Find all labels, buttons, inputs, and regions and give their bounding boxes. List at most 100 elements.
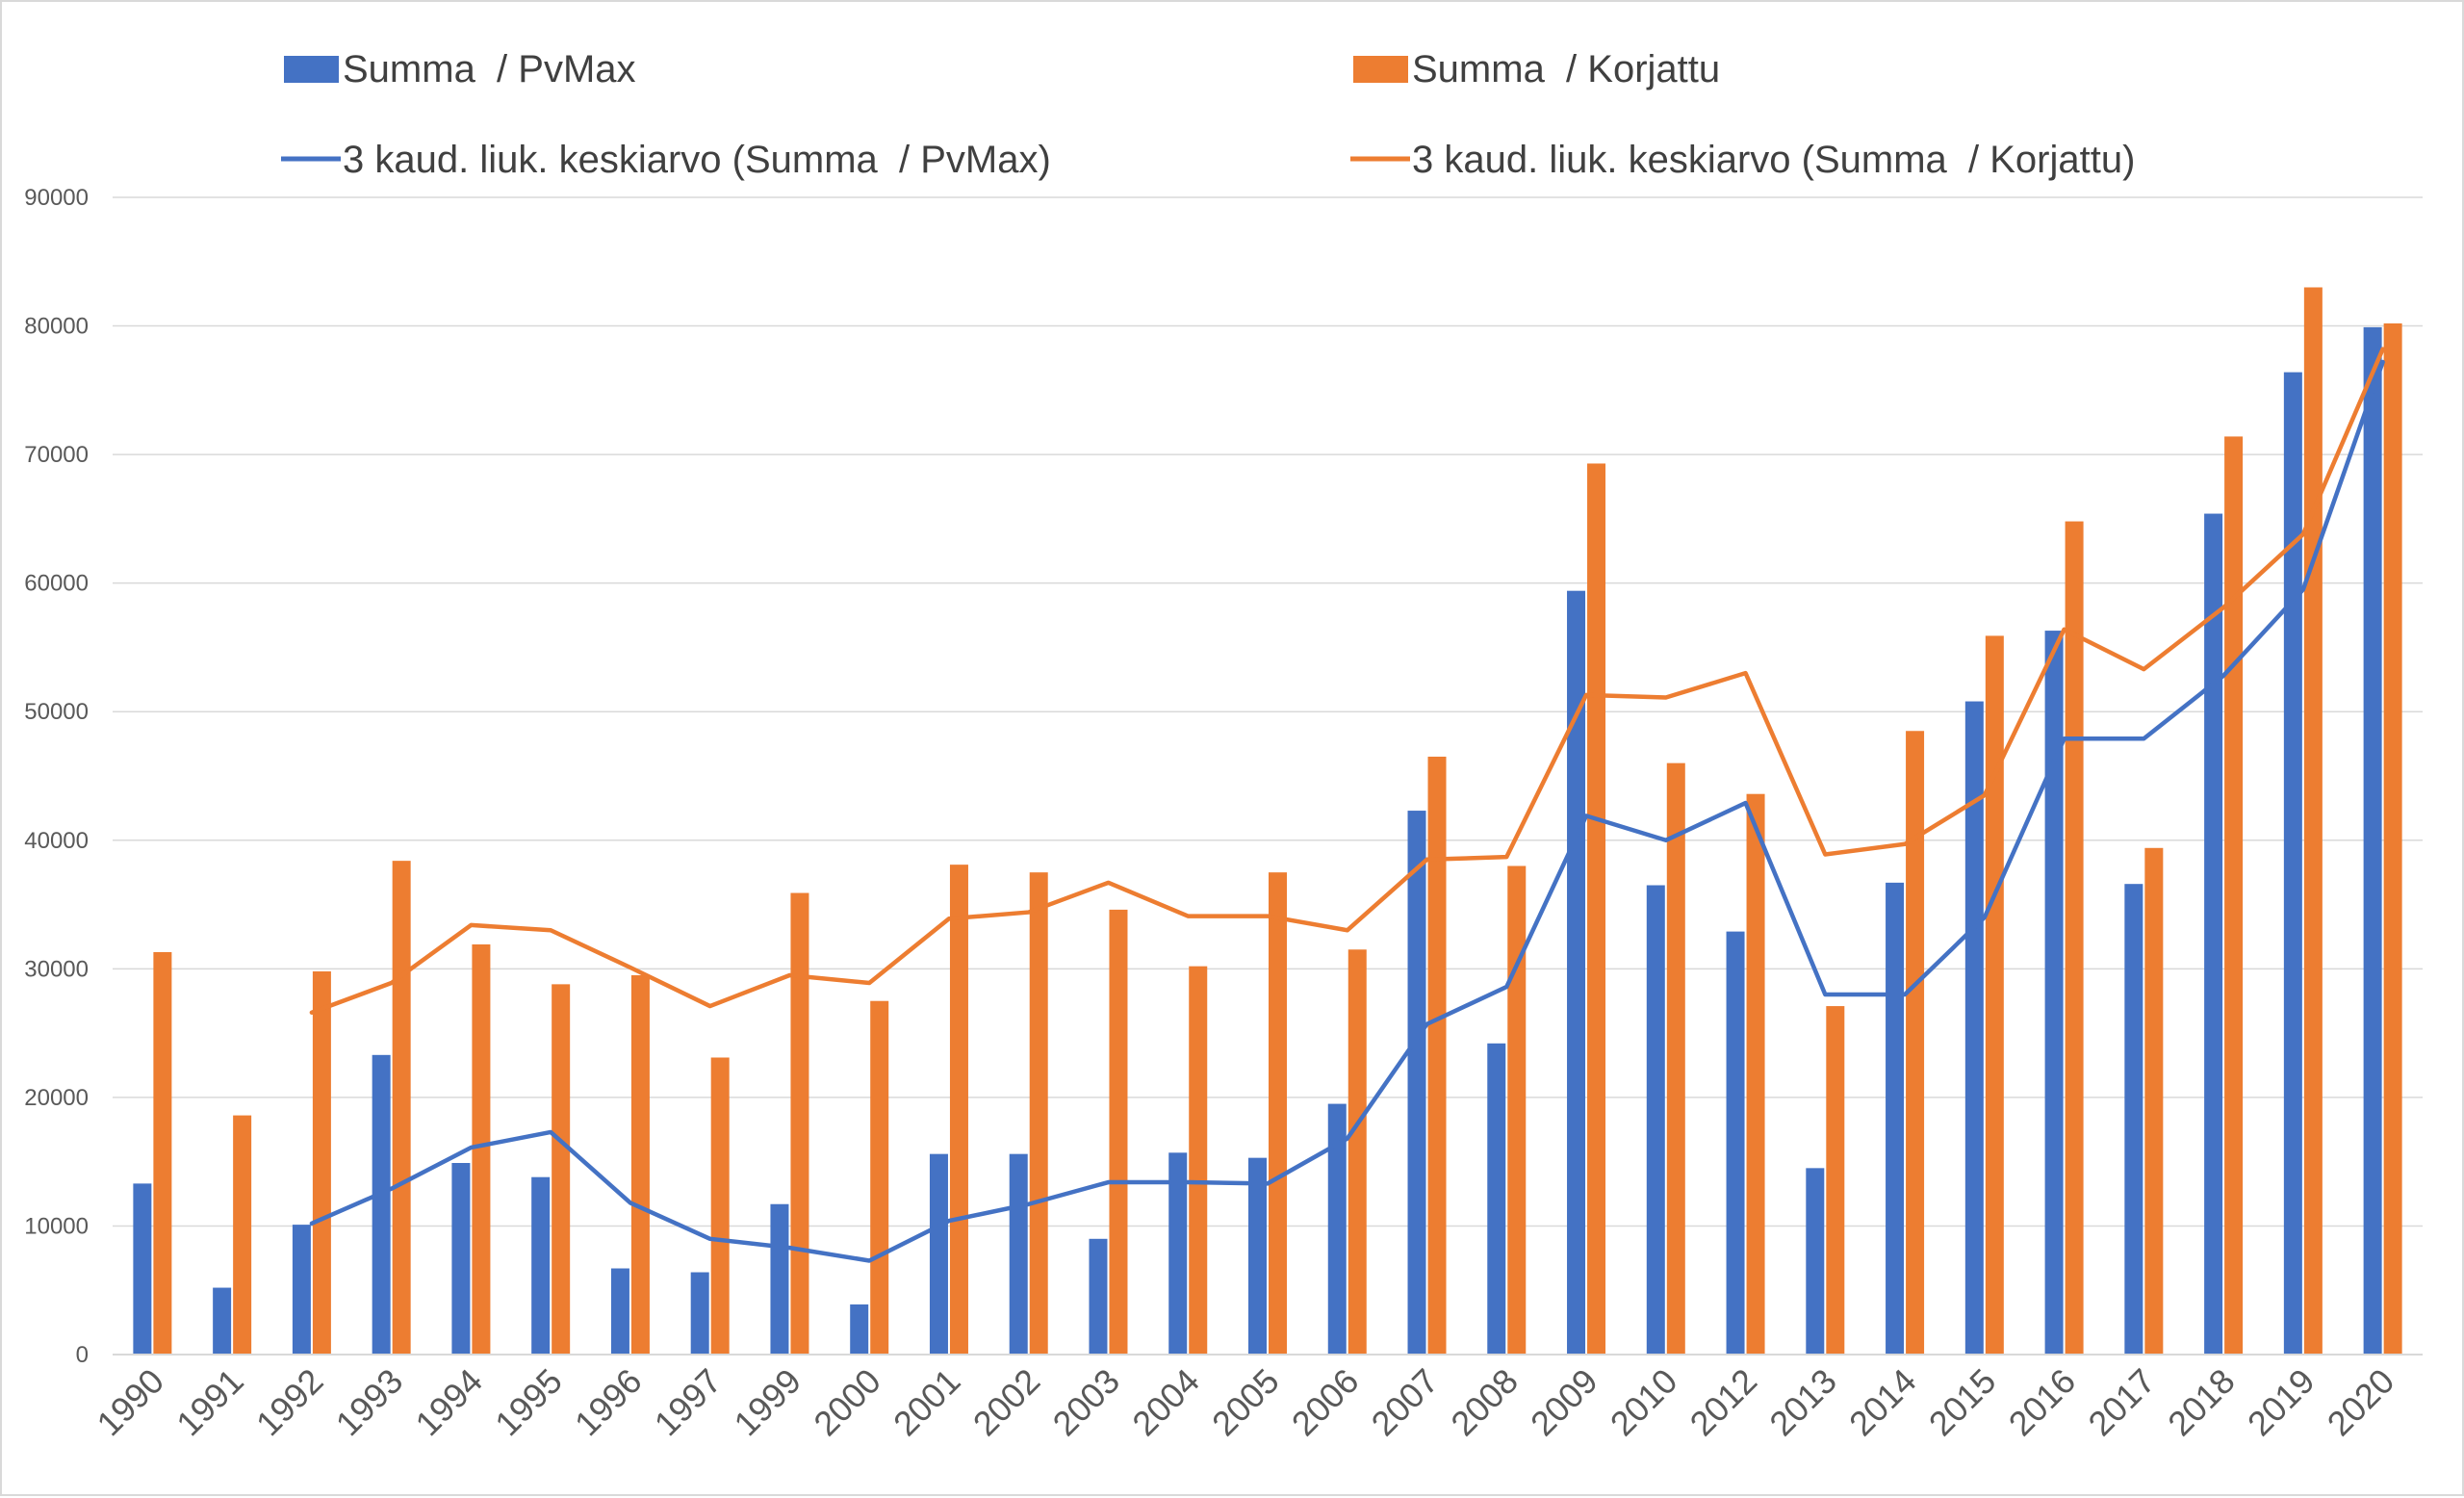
x-tick-label-2009: 2009 (1523, 1361, 1605, 1444)
legend-swatch-korjattu-bar (1353, 56, 1408, 83)
bar-summa-pvmax-2002 (1010, 1154, 1028, 1355)
legend: Summa / PvMax Summa / Korjattu 3 kaud. l… (281, 48, 2135, 181)
bar-summa-korjattu-2004 (1189, 967, 1207, 1355)
x-tick-label-2012: 2012 (1682, 1361, 1765, 1444)
bar-summa-pvmax-1999 (770, 1204, 788, 1355)
legend-swatch-pvmax-bar (284, 56, 339, 83)
bar-summa-korjattu-2010 (1667, 763, 1685, 1355)
bar-summa-pvmax-1995 (531, 1177, 550, 1355)
bar-summa-korjattu-2018 (2224, 436, 2243, 1355)
bar-summa-korjattu-1997 (711, 1057, 730, 1355)
bar-series-summa-korjattu (153, 287, 2401, 1355)
x-tick-label-1994: 1994 (407, 1361, 490, 1444)
bar-summa-pvmax-2019 (2284, 373, 2302, 1355)
bar-summa-korjattu-2000 (870, 1001, 888, 1355)
x-tick-label-1991: 1991 (168, 1361, 251, 1444)
x-tick-label-1999: 1999 (726, 1361, 808, 1444)
x-tick-label-2007: 2007 (1364, 1361, 1447, 1444)
bar-summa-pvmax-1996 (611, 1269, 629, 1355)
y-tick-label-40000: 40000 (24, 828, 89, 854)
y-tick-label-10000: 10000 (24, 1213, 89, 1239)
x-tick-label-2018: 2018 (2160, 1361, 2243, 1444)
x-tick-label-1996: 1996 (567, 1361, 650, 1444)
bar-summa-korjattu-2003 (1109, 910, 1127, 1355)
x-tick-label-1995: 1995 (487, 1361, 570, 1444)
bar-summa-pvmax-1991 (213, 1288, 231, 1355)
bar-summa-korjattu-1993 (393, 861, 411, 1355)
bar-summa-korjattu-2009 (1587, 463, 1605, 1355)
bar-summa-korjattu-1994 (472, 944, 490, 1355)
bar-summa-pvmax-2001 (930, 1154, 948, 1355)
x-tick-label-2020: 2020 (2320, 1361, 2402, 1444)
legend-label-pvmax-bar: Summa / PvMax (343, 48, 636, 90)
bar-summa-korjattu-2007 (1428, 757, 1447, 1355)
x-axis-ticks: 1990199119921993199419951996199719992000… (89, 1361, 2401, 1444)
bar-summa-korjattu-2015 (1986, 635, 2004, 1355)
bar-summa-korjattu-1990 (153, 952, 171, 1355)
bar-summa-korjattu-2002 (1030, 872, 1048, 1355)
x-tick-label-1992: 1992 (248, 1361, 331, 1444)
x-tick-label-2010: 2010 (1603, 1361, 1685, 1444)
bar-summa-pvmax-2014 (1886, 883, 1904, 1355)
bar-summa-korjattu-2006 (1348, 949, 1367, 1355)
legend-label-korjattu-bar: Summa / Korjattu (1412, 48, 1720, 90)
bar-summa-korjattu-2005 (1269, 872, 1287, 1355)
bar-summa-korjattu-2016 (2066, 522, 2084, 1355)
bar-summa-korjattu-2017 (2144, 848, 2163, 1355)
bar-summa-pvmax-2016 (2045, 631, 2064, 1355)
y-tick-label-20000: 20000 (24, 1085, 89, 1111)
bar-summa-korjattu-2001 (950, 865, 968, 1355)
bar-summa-korjattu-2014 (1906, 731, 1924, 1355)
bar-summa-pvmax-2003 (1089, 1239, 1107, 1355)
x-tick-label-2004: 2004 (1124, 1361, 1207, 1444)
x-tick-label-2013: 2013 (1761, 1361, 1844, 1444)
bar-summa-pvmax-1993 (372, 1055, 391, 1355)
bar-summa-pvmax-2020 (2364, 327, 2382, 1355)
bar-summa-pvmax-2010 (1647, 886, 1665, 1355)
x-tick-label-2016: 2016 (2001, 1361, 2084, 1444)
bar-summa-pvmax-1994 (451, 1163, 470, 1355)
x-tick-label-2015: 2015 (1921, 1361, 2004, 1444)
y-tick-label-0: 0 (76, 1342, 89, 1368)
x-tick-label-2017: 2017 (2080, 1361, 2163, 1444)
bar-summa-korjattu-1991 (233, 1116, 251, 1355)
x-tick-label-2001: 2001 (886, 1361, 968, 1444)
x-tick-label-2000: 2000 (806, 1361, 888, 1444)
bar-summa-pvmax-2007 (1408, 811, 1426, 1355)
bar-summa-pvmax-2008 (1487, 1044, 1505, 1355)
x-tick-label-1990: 1990 (89, 1361, 171, 1444)
legend-label-korjattu-line: 3 kaud. liuk. keskiarvo (Summa / Korjatt… (1412, 139, 2135, 181)
x-tick-label-2008: 2008 (1443, 1361, 1526, 1444)
y-tick-label-70000: 70000 (24, 442, 89, 468)
bar-summa-pvmax-1992 (293, 1225, 311, 1355)
legend-label-pvmax-line: 3 kaud. liuk. keskiarvo (Summa / PvMax) (343, 139, 1051, 181)
bar-summa-pvmax-2013 (1806, 1168, 1824, 1355)
y-tick-label-80000: 80000 (24, 314, 89, 340)
bar-summa-pvmax-2017 (2124, 884, 2143, 1355)
x-tick-label-2002: 2002 (965, 1361, 1048, 1444)
bar-summa-pvmax-1997 (691, 1273, 709, 1355)
x-tick-label-2003: 2003 (1045, 1361, 1128, 1444)
x-tick-label-2014: 2014 (1841, 1361, 1924, 1444)
x-tick-label-1993: 1993 (328, 1361, 411, 1444)
bar-summa-pvmax-2000 (850, 1304, 868, 1355)
bar-summa-korjattu-1996 (631, 975, 650, 1355)
bar-summa-pvmax-1990 (133, 1183, 151, 1355)
bar-summa-korjattu-1992 (313, 971, 331, 1355)
bar-summa-pvmax-2018 (2204, 514, 2222, 1355)
bar-summa-korjattu-2013 (1826, 1006, 1844, 1355)
y-axis-ticks: 0 10000 20000 30000 40000 50000 60000 70000 8000… (24, 185, 89, 1368)
y-tick-label-30000: 30000 (24, 956, 89, 982)
x-tick-label-2005: 2005 (1204, 1361, 1287, 1444)
y-tick-label-60000: 60000 (24, 571, 89, 597)
x-tick-label-2019: 2019 (2240, 1361, 2323, 1444)
bar-summa-korjattu-2012 (1747, 794, 1765, 1355)
x-tick-label-1997: 1997 (647, 1361, 730, 1444)
bar-summa-korjattu-1999 (790, 893, 808, 1355)
y-tick-label-50000: 50000 (24, 699, 89, 725)
bar-summa-pvmax-2005 (1248, 1158, 1267, 1355)
bar-summa-korjattu-2020 (2384, 323, 2402, 1355)
bar-summa-pvmax-2012 (1727, 932, 1745, 1355)
